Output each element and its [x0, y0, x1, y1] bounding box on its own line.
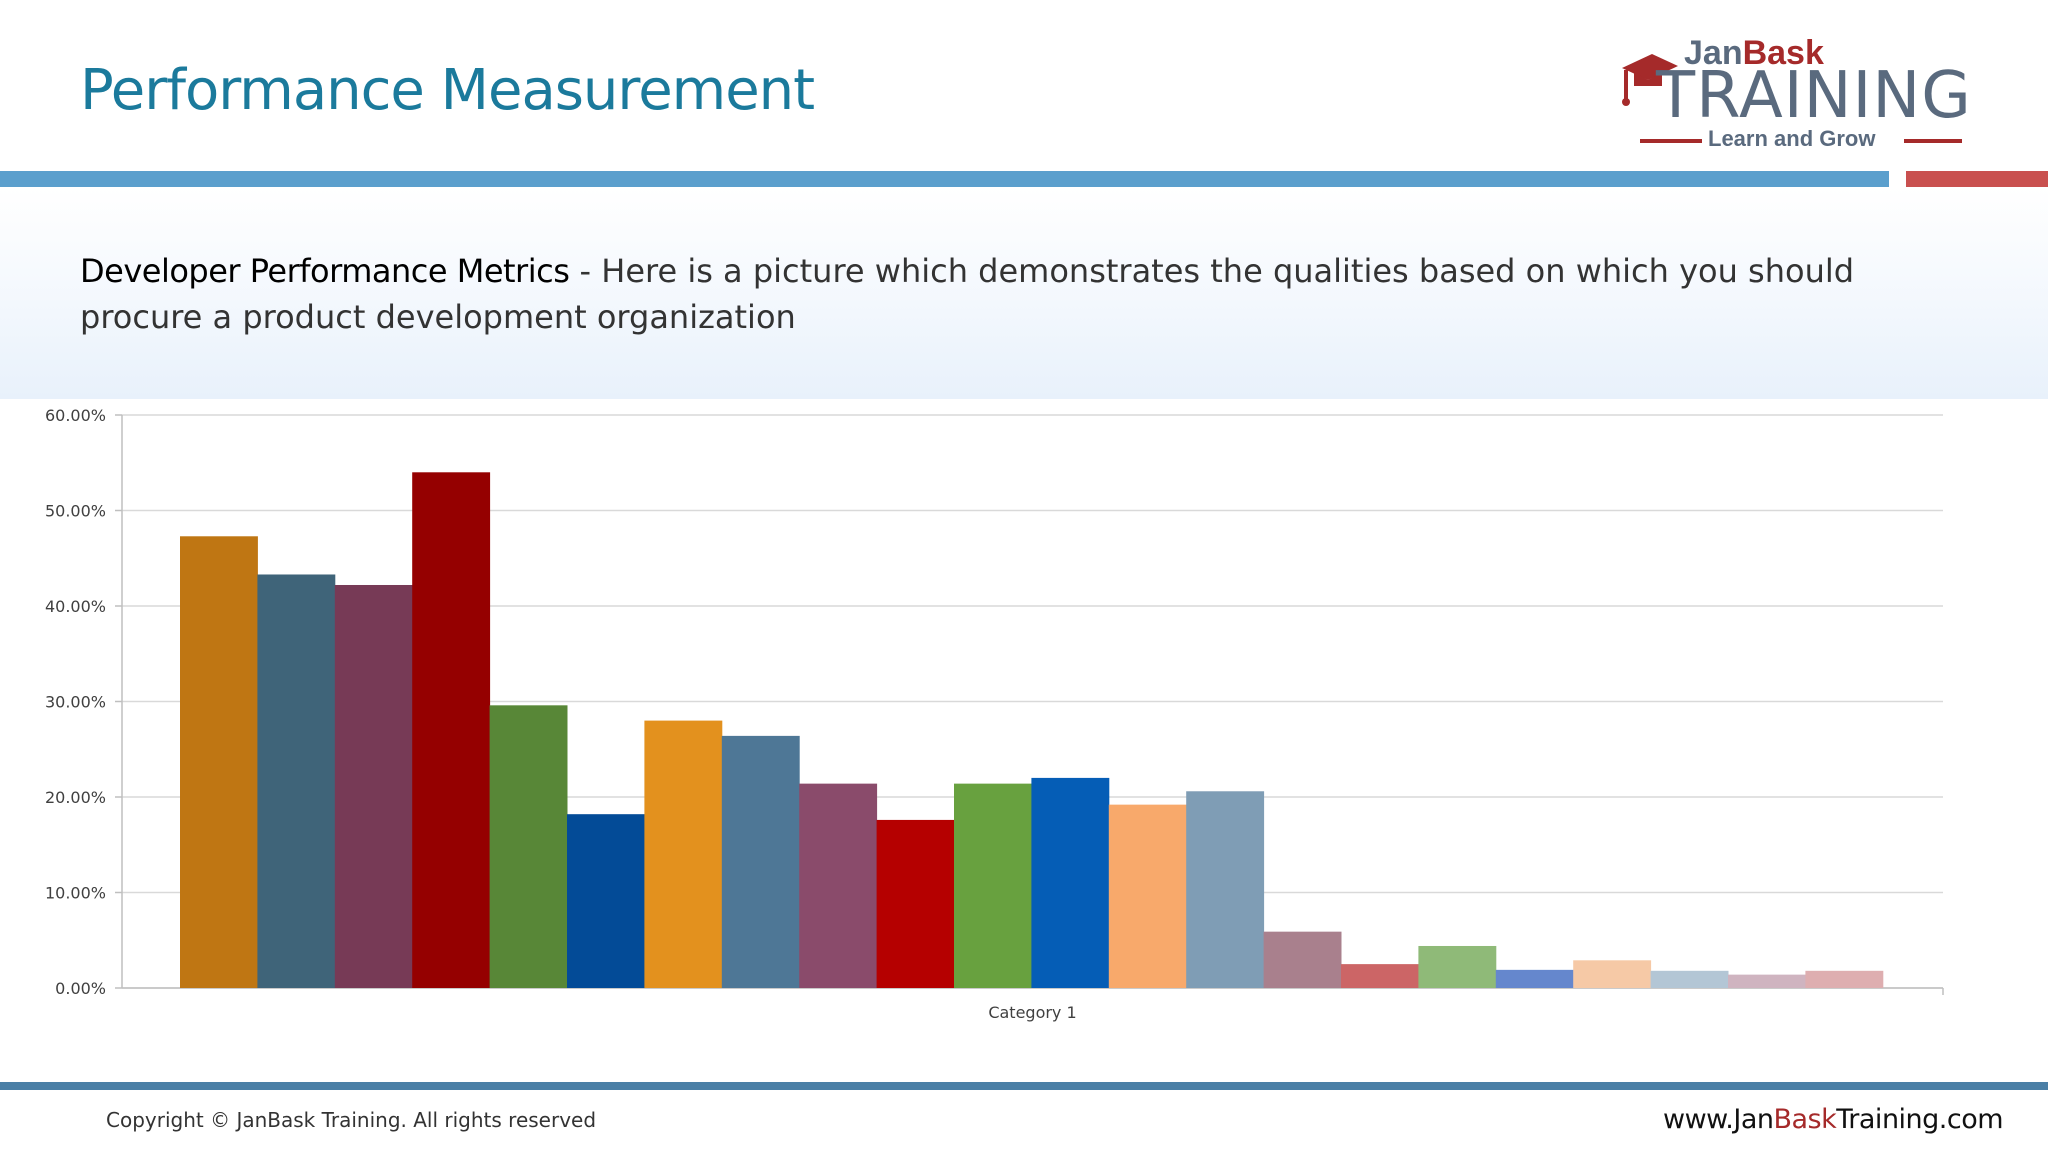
- bar: [876, 819, 955, 988]
- url-highlight: Bask: [1773, 1104, 1837, 1135]
- bar: [1418, 945, 1497, 988]
- y-tick-label: 60.00%: [45, 406, 106, 425]
- bar: [1495, 969, 1574, 988]
- logo-brand-top: JanBask: [1684, 34, 1824, 73]
- y-tick-label: 50.00%: [45, 502, 106, 521]
- bar: [954, 783, 1032, 988]
- x-category-label: Category 1: [988, 1003, 1076, 1022]
- bar: [644, 720, 723, 988]
- page-title: Performance Measurement: [80, 58, 815, 123]
- bar: [1263, 931, 1342, 988]
- logo-brand-jan: Jan: [1684, 34, 1743, 72]
- logo-rule-right: [1904, 139, 1962, 143]
- bar: [489, 705, 568, 988]
- intro-lead: Developer Performance Metrics: [80, 252, 570, 290]
- logo-brand-bask: Bask: [1742, 34, 1824, 72]
- bar: [1650, 970, 1729, 988]
- graduation-cap-icon: [1622, 54, 1678, 106]
- intro-text: - Here is a picture which demonstrates t…: [80, 252, 1855, 336]
- bar: [1341, 964, 1419, 988]
- copyright-text: Copyright © JanBask Training. All rights…: [106, 1108, 597, 1132]
- website-url: www.JanBaskTraining.com: [1663, 1104, 2004, 1135]
- bar: [1186, 791, 1265, 988]
- url-suffix: Training.com: [1836, 1104, 2004, 1135]
- url-prefix: www.Jan: [1663, 1104, 1774, 1135]
- bar: [1805, 970, 1884, 988]
- intro-background: [0, 187, 2048, 399]
- y-tick-label: 40.00%: [45, 597, 106, 616]
- bar: [1573, 960, 1652, 988]
- header-divider-red: [1906, 171, 2048, 187]
- bar: [1728, 974, 1806, 988]
- header-divider-blue: [0, 171, 1889, 187]
- bar: [567, 814, 645, 988]
- logo-brand-main: TRAINING: [1656, 59, 1972, 133]
- y-tick-label: 30.00%: [45, 693, 106, 712]
- bar: [1031, 777, 1110, 988]
- intro-paragraph: Developer Performance Metrics - Here is …: [80, 248, 1980, 340]
- bar: [799, 783, 878, 988]
- logo-rule-left: [1640, 139, 1702, 143]
- logo-tagline: Learn and Grow: [1708, 126, 1876, 151]
- janbask-logo: JanBask TRAINING Learn and Grow: [1618, 30, 1971, 155]
- footer-divider: [0, 1082, 2048, 1090]
- bar: [1108, 804, 1187, 988]
- bar: [180, 536, 258, 988]
- bar: [721, 735, 800, 988]
- y-tick-label: 10.00%: [45, 884, 106, 903]
- bar: [412, 472, 491, 988]
- bar: [257, 574, 336, 988]
- y-tick-label: 0.00%: [55, 979, 106, 998]
- y-tick-label: 20.00%: [45, 788, 106, 807]
- bar: [334, 584, 413, 988]
- bar-chart: 60.00% 50.00% 40.00% 30.00% 20.00% 10.00% 0.00…: [45, 406, 1944, 1022]
